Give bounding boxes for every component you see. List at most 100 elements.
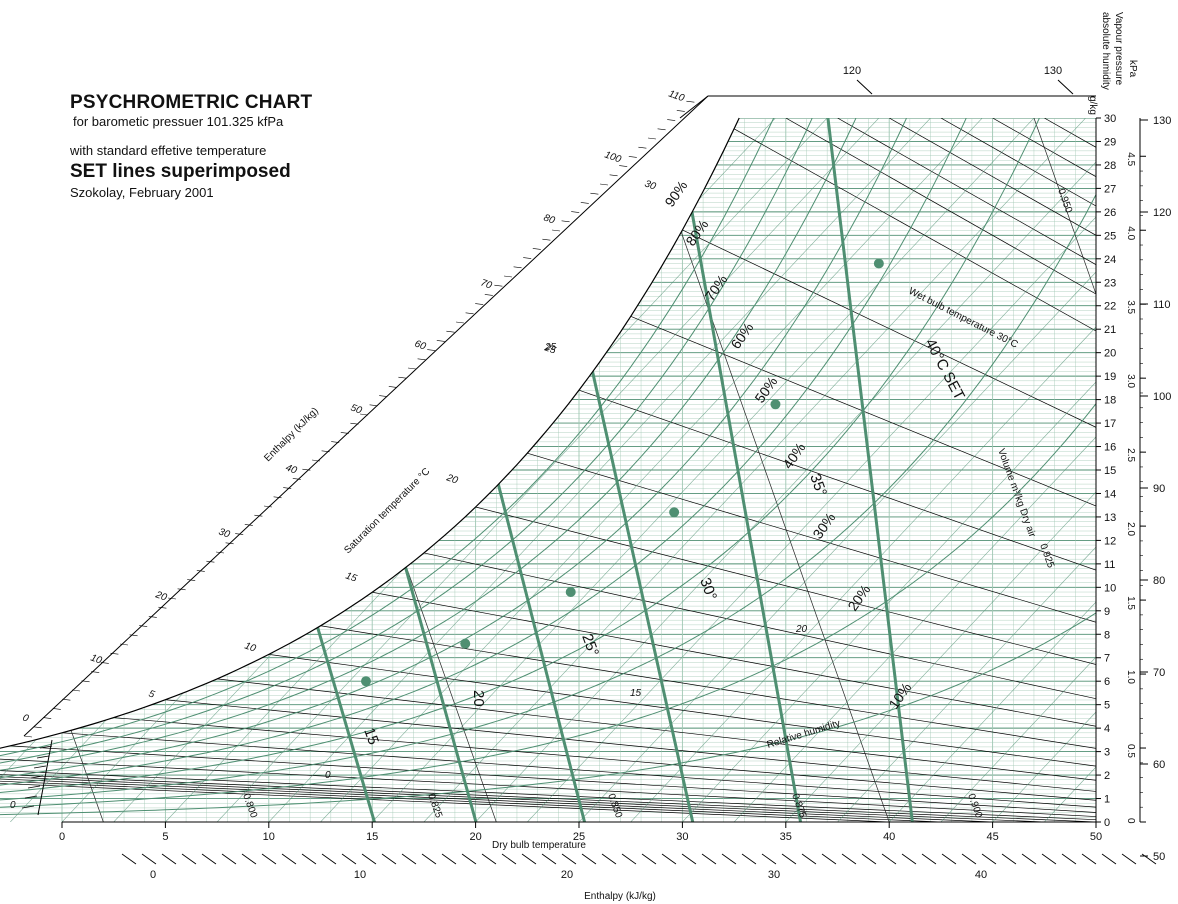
enthalpy-hatch — [701, 853, 717, 865]
set-point — [565, 587, 576, 598]
top-frame-corner — [679, 95, 709, 119]
wet-bulb-label: 25 — [544, 342, 557, 353]
et-line — [682, 118, 1097, 822]
diagonal-hatch — [561, 220, 570, 223]
x-tick-label: 50 — [1090, 831, 1102, 843]
x-tick-label: 5 — [162, 831, 168, 843]
enthalpy-diagonal-label: 110 — [667, 88, 686, 104]
y-tick-label: 0 — [1104, 817, 1110, 829]
x-tick-label: 30 — [676, 831, 688, 843]
enthalpy-top-tick — [856, 79, 873, 95]
vapour-tick-label: 1.5 — [1125, 596, 1136, 610]
set-label: 30° — [696, 576, 720, 603]
title-block: PSYCHROMETRIC CHART for barometic pressu… — [70, 92, 312, 200]
enthalpy-diagonal-label: 0 — [21, 712, 30, 724]
volume-label: 0.925 — [1037, 542, 1056, 570]
diagonal-hatch — [177, 588, 186, 591]
enthalpy-hatch — [1081, 853, 1097, 865]
set-line — [673, 118, 802, 822]
enthalpy-line — [0, 766, 1097, 822]
enthalpy-hatch — [921, 853, 937, 865]
enthalpy-hatch — [381, 853, 397, 865]
et-line — [888, 118, 1097, 822]
wet-bulb-label: 15 — [630, 688, 642, 699]
chart-author: Szokolay, February 2001 — [70, 185, 214, 200]
chart-note: with standard effetive temperature — [70, 143, 267, 158]
diagonal-hatch — [254, 514, 263, 517]
et-line — [785, 118, 1097, 822]
et-line — [527, 118, 1097, 822]
enthalpy-hatch — [581, 853, 597, 865]
enthalpy-bottom-title: Enthalpy (kJ/kg) — [584, 891, 656, 902]
volume-label: 0.950 — [1055, 187, 1074, 215]
enthalpy-line — [733, 128, 1097, 822]
enthalpy-hatch — [761, 853, 777, 865]
enthalpy-line — [10, 745, 1097, 822]
enthalpy-top-tick — [1057, 79, 1074, 95]
rh-curve — [0, 118, 1097, 796]
enthalpy-line — [0, 767, 993, 822]
rh-curve — [0, 118, 1097, 801]
diagonal-hatch — [292, 478, 301, 480]
enthalpy-diagonal-label: 20 — [153, 589, 169, 604]
diagonal-hatch — [513, 266, 522, 269]
enthalpy-line — [527, 452, 1097, 822]
enthalpy-line — [837, 118, 1097, 822]
enthalpy-diagonal-label: 70 — [479, 277, 494, 291]
diagonal-hatch — [158, 606, 167, 609]
y-tick-label: 23 — [1104, 277, 1116, 289]
set-point — [873, 258, 884, 269]
et-line — [475, 118, 1097, 822]
x-tick-label: 15 — [366, 831, 378, 843]
diagonal-hatch — [676, 110, 685, 112]
diagonal-hatch — [638, 146, 647, 149]
enthalpy-hatch — [241, 853, 257, 865]
y-axis-label: absolute humidity — [1100, 12, 1111, 90]
saturation-temp-label: 10 — [243, 640, 258, 654]
diagonal-hatch — [388, 386, 397, 388]
chart-heading: SET lines superimposed — [70, 161, 291, 182]
y-tick-label: 5 — [1104, 700, 1110, 712]
saturation-temp-title: Saturation temperature °C — [342, 466, 432, 556]
saturation-temp-label: 5 — [147, 688, 156, 700]
volume-label: 0.900 — [965, 792, 984, 820]
saturation-temp-label: 25 — [542, 342, 558, 357]
x-tick-label: 25 — [573, 831, 585, 843]
et-line — [940, 118, 1097, 822]
diagonal-hatch — [475, 303, 484, 305]
diagonal-hatch — [580, 202, 589, 204]
y-tick-label: 21 — [1104, 324, 1116, 336]
vapour-tick-label: 2.0 — [1125, 522, 1136, 536]
enthalpy-hatch — [841, 853, 857, 865]
diagonal-hatch — [657, 128, 666, 131]
enthalpy-hatch — [741, 853, 757, 865]
y-tick-label: 26 — [1104, 207, 1116, 219]
enthalpy-hatch — [961, 853, 977, 865]
diagonal-hatch — [167, 597, 177, 600]
diagonal-hatch — [283, 487, 292, 489]
enthalpy-hatch — [401, 853, 417, 865]
diagonal-hatch — [139, 625, 148, 627]
enthalpy-hatch — [161, 853, 177, 865]
enthalpy-top-label: 120 — [843, 65, 861, 77]
rh-curve — [0, 118, 1097, 791]
enthalpy-hatch — [1121, 853, 1137, 865]
rh-curve — [0, 118, 1097, 780]
enthalpy-hatch — [341, 853, 357, 865]
chart-title: PSYCHROMETRIC CHART — [70, 92, 313, 113]
enthalpy-hatch — [661, 853, 677, 865]
enthalpy-hatch — [421, 853, 437, 865]
et-line — [371, 118, 1035, 822]
et-line — [0, 118, 311, 822]
x-tick-label: 40 — [883, 831, 895, 843]
enthalpy-right-label: 120 — [1153, 207, 1171, 219]
rh-curve — [0, 194, 1097, 807]
volume-line — [0, 118, 104, 822]
et-line — [0, 118, 466, 822]
left-edge — [37, 739, 53, 816]
y-tick-label: 6 — [1104, 676, 1110, 688]
y-tick-label: 13 — [1104, 512, 1116, 524]
y-tick-label: 27 — [1104, 183, 1116, 195]
et-line — [0, 118, 259, 822]
enthalpy-hatch — [321, 853, 337, 865]
